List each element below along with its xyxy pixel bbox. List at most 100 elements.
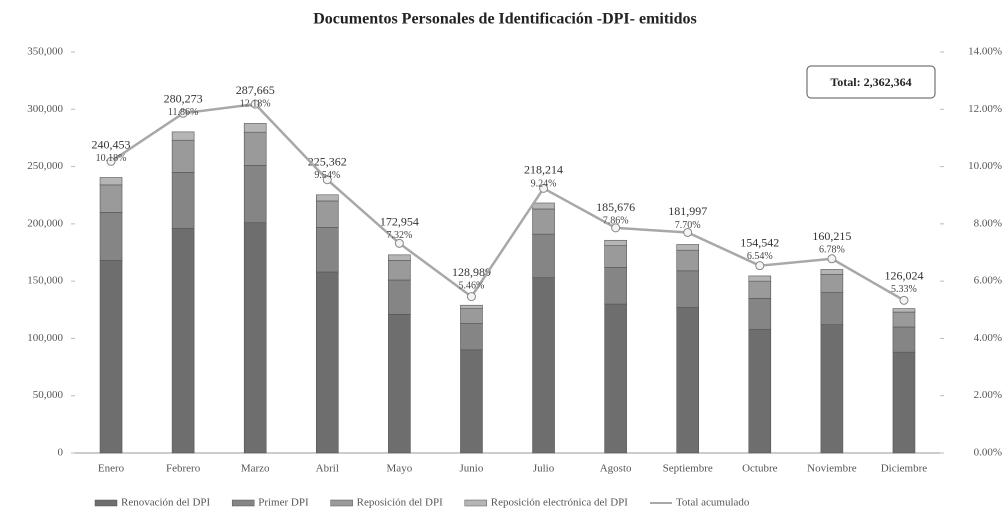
bar-segment	[315, 226, 339, 273]
bar-segment	[604, 245, 627, 268]
total-label: 287,665	[236, 83, 275, 97]
total-label: 181,997	[668, 204, 707, 218]
total-label: 280,273	[164, 92, 203, 106]
line-label: 9.54%	[314, 170, 340, 181]
y-tick-label: 350,000	[27, 46, 63, 58]
legend-swatch	[464, 499, 488, 507]
y-tick-label: 200,000	[27, 217, 63, 229]
x-tick-label: Enero	[98, 463, 125, 475]
bar-segment	[99, 184, 123, 213]
y2-tick-label: 0.00%	[974, 447, 1002, 459]
bar-segment	[748, 280, 772, 299]
x-tick-label: Abril	[316, 463, 339, 475]
bar-segment	[532, 233, 555, 279]
line-label: 5.46%	[459, 281, 485, 292]
x-tick-label: Septiembre	[663, 463, 713, 475]
total-label: 185,676	[596, 200, 635, 214]
bar-segment	[388, 260, 411, 281]
x-tick-label: Octubre	[742, 463, 778, 475]
bar-segment	[99, 260, 123, 454]
line-label: 9.24%	[531, 178, 557, 189]
legend-label: Primer DPI	[258, 497, 309, 509]
bar-segment	[388, 254, 411, 261]
y2-tick-label: 8.00%	[974, 217, 1002, 229]
y2-tick-label: 10.00%	[968, 160, 1002, 172]
bar-segment	[388, 279, 411, 315]
bar-segment	[820, 269, 844, 275]
bar-segment	[532, 277, 555, 454]
x-tick-label: Noviembre	[807, 463, 857, 475]
bar-segment	[243, 123, 267, 133]
bar-segment	[748, 298, 772, 330]
bar-segment	[892, 311, 916, 328]
bar-segment	[532, 202, 555, 210]
line-marker	[539, 183, 549, 193]
line-label: 6.54%	[747, 251, 773, 262]
bar-segment	[892, 351, 916, 454]
bar-segment	[604, 267, 627, 305]
line-label: 7.86%	[603, 216, 629, 227]
x-tick-label: Mayo	[387, 463, 413, 475]
legend-label: Reposición del DPI	[357, 497, 443, 509]
y-tick-label: 300,000	[27, 103, 63, 115]
line-marker	[394, 238, 404, 248]
line-marker	[755, 261, 765, 271]
bar-segment	[820, 292, 844, 325]
y2-tick-label: 4.00%	[974, 332, 1002, 344]
bar-segment	[460, 349, 483, 454]
x-tick-label: Marzo	[241, 463, 270, 475]
bar-segment	[604, 303, 627, 454]
line-marker	[611, 223, 621, 233]
y2-tick-label: 14.00%	[968, 46, 1002, 58]
bar-segment	[99, 212, 123, 261]
legend-label: Renovación del DPI	[121, 497, 211, 509]
line-marker	[899, 295, 909, 305]
total-label: 172,954	[380, 215, 419, 229]
bar-segment	[388, 314, 411, 454]
line-marker	[106, 156, 116, 166]
line-marker	[250, 99, 260, 109]
bar-segment	[532, 208, 555, 235]
bar-segment	[892, 308, 916, 313]
y2-tick-label: 6.00%	[974, 275, 1002, 287]
line-marker	[683, 227, 693, 237]
legend-label: Total acumulado	[676, 497, 750, 509]
y-tick-label: 150,000	[27, 275, 63, 287]
bar-segment	[460, 304, 483, 309]
chart-title: Documentos Personales de Identificación …	[313, 11, 697, 28]
y2-tick-label: 12.00%	[968, 103, 1002, 115]
total-label: 154,542	[740, 236, 779, 250]
bar-segment	[99, 177, 123, 186]
bar-segment	[676, 244, 700, 251]
x-tick-label: Julio	[533, 463, 555, 475]
bar-segment	[171, 172, 195, 229]
bar-segment	[171, 139, 195, 173]
y2-tick-label: 2.00%	[974, 389, 1002, 401]
bar-segment	[243, 131, 267, 166]
line-label: 7.32%	[386, 230, 412, 241]
bar-segment	[892, 326, 916, 353]
x-tick-label: Junio	[460, 463, 484, 475]
bar-segment	[676, 249, 700, 272]
bar-segment	[676, 307, 700, 454]
bar-segment	[171, 228, 195, 454]
bar-segment	[820, 273, 844, 293]
bar-segment	[243, 222, 267, 454]
total-label: 126,024	[884, 268, 923, 282]
bar-segment	[171, 131, 195, 141]
total-label: 160,215	[812, 229, 851, 243]
line-label: 5.33%	[891, 284, 917, 295]
line-label: 11.86%	[168, 107, 198, 118]
line-label: 10.18%	[96, 153, 127, 164]
line-marker	[466, 292, 476, 302]
x-tick-label: Diciembre	[881, 463, 928, 475]
y-tick-label: 50,000	[33, 389, 64, 401]
y-tick-label: 0	[58, 447, 64, 459]
bar-segment	[748, 328, 772, 454]
bar-segment	[820, 324, 844, 454]
y-tick-label: 100,000	[27, 332, 63, 344]
bar-segment	[604, 239, 627, 246]
bar-segment	[460, 323, 483, 351]
bar-segment	[460, 308, 483, 324]
